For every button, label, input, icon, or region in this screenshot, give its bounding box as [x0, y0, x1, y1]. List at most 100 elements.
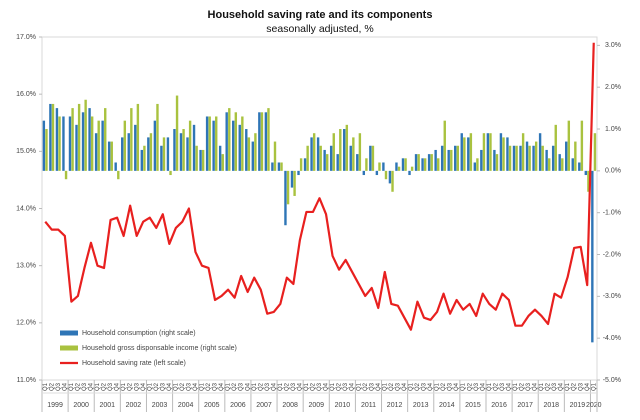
x-tick-label: Q2 [180, 382, 186, 391]
bar [362, 170, 366, 176]
bar [273, 141, 277, 171]
x-tick-label: Q2 [284, 382, 290, 391]
x-tick-label: Q1 [408, 382, 414, 391]
bar [218, 145, 222, 171]
bar [508, 145, 512, 171]
year-label: 2017 [517, 402, 533, 409]
bar [493, 149, 496, 171]
bar [521, 133, 525, 171]
bar [467, 137, 470, 171]
x-tick-label: Q4 [324, 382, 330, 391]
bar [195, 145, 198, 171]
bar [391, 170, 394, 192]
x-tick-label: Q3 [448, 382, 454, 391]
bar [77, 103, 81, 171]
bar [310, 137, 313, 171]
x-tick-label: Q4 [376, 382, 382, 391]
x-tick-label: Q2 [493, 382, 499, 391]
x-tick-label: Q3 [369, 382, 375, 391]
bar [454, 145, 457, 171]
bar [506, 137, 509, 171]
bar [329, 145, 333, 171]
bar [384, 170, 388, 180]
bar [525, 141, 529, 171]
bar [480, 149, 483, 171]
bar [62, 116, 65, 171]
x-tick-label: Q2 [49, 382, 55, 391]
bar [567, 120, 571, 171]
x-tick-label: Q1 [435, 382, 441, 391]
year-label: 2003 [152, 402, 168, 409]
x-tick-label: Q4 [533, 382, 539, 391]
x-tick-label: Q4 [219, 382, 225, 391]
x-tick-label: Q4 [115, 382, 121, 391]
bar [430, 154, 433, 171]
bar [593, 133, 597, 171]
bar [473, 162, 477, 171]
bar [486, 133, 490, 171]
x-tick-label: Q3 [578, 382, 584, 391]
year-label: 2008 [282, 402, 298, 409]
bar [186, 137, 189, 171]
bar [369, 145, 372, 171]
bar [147, 137, 150, 171]
bar [280, 162, 283, 171]
bar [260, 112, 264, 171]
year-label: 2005 [204, 402, 220, 409]
bar [312, 133, 316, 171]
bar [502, 137, 505, 171]
bar [199, 149, 202, 171]
line [44, 42, 595, 331]
x-tick-label: Q3 [160, 382, 166, 391]
bar [417, 154, 420, 171]
x-tick-label: Q3 [317, 382, 323, 391]
y2-tick-label: -5.0% [603, 377, 621, 384]
x-tick-label: Q4 [193, 382, 199, 391]
bar [371, 145, 375, 171]
bar [375, 170, 379, 176]
x-tick-label: Q1 [43, 382, 49, 391]
bar [156, 103, 159, 171]
y2-tick-label: 2.0% [605, 84, 621, 91]
bar [476, 158, 479, 171]
bar [365, 158, 368, 171]
x-tick-label: Q2 [572, 382, 578, 391]
bar [356, 154, 359, 171]
x-tick-label: Q1 [382, 382, 388, 391]
bar [130, 108, 133, 171]
bar [339, 129, 342, 171]
year-label: 2002 [126, 402, 142, 409]
x-tick-label: Q2 [232, 382, 238, 391]
bar [42, 120, 46, 171]
bar [182, 129, 185, 171]
x-tick-label: Q1 [252, 382, 258, 391]
bar [160, 145, 163, 171]
chart-title: Household saving rate and its components [208, 9, 433, 21]
bar [140, 149, 144, 171]
bar [234, 112, 238, 171]
bar [110, 141, 113, 171]
bar [173, 129, 176, 171]
bar [456, 145, 460, 171]
bar [574, 141, 577, 171]
bar [297, 170, 300, 176]
bar [343, 129, 346, 171]
bar [326, 154, 329, 171]
legend-label: Household consumption (right scale) [82, 330, 196, 337]
x-tick-label: Q3 [395, 382, 401, 391]
x-tick-label: Q1 [69, 382, 75, 391]
bar [264, 112, 268, 171]
bar [437, 158, 440, 171]
bar [404, 158, 407, 171]
x-tick-label: Q3 [552, 382, 558, 391]
x-tick-label: Q2 [441, 382, 447, 391]
bar [228, 108, 231, 171]
y-tick-label: 17.0% [16, 34, 36, 41]
x-tick-label: Q3 [186, 382, 192, 391]
bar [101, 120, 104, 171]
bar [447, 149, 450, 171]
bar [388, 170, 392, 184]
y-tick-label: 16.0% [16, 91, 36, 98]
bar [591, 170, 594, 343]
bar [267, 108, 270, 171]
